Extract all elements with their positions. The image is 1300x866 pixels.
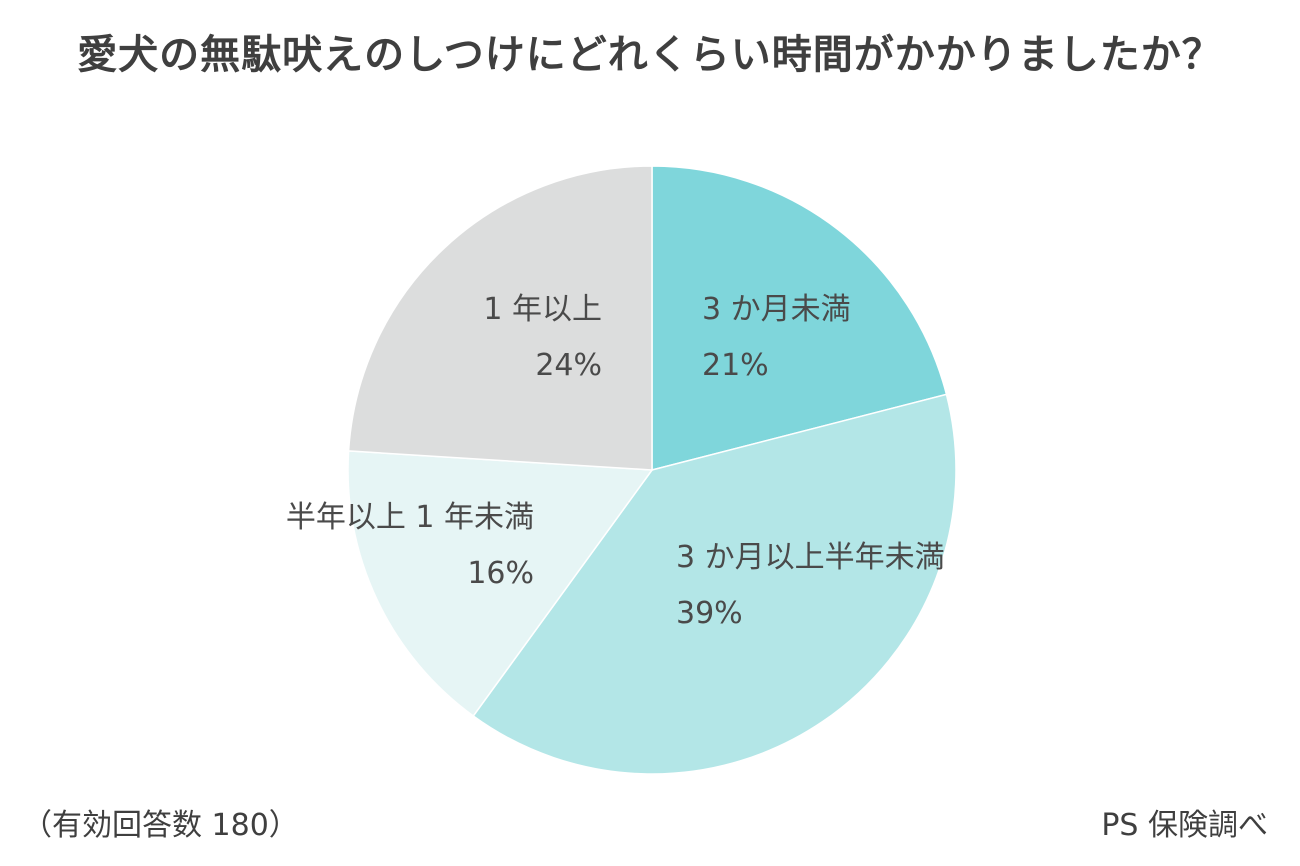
- slice-label-3kagetsu-hantoshi: 3 か月以上半年未満 39%: [676, 530, 945, 642]
- slice-name: 3 か月未満: [702, 292, 851, 327]
- slice-label-1nen-ijou: 1 年以上 24%: [483, 282, 602, 394]
- slice-percent: 16%: [467, 556, 534, 591]
- slice-name: 1 年以上: [483, 292, 602, 327]
- source-note: PS 保険調べ: [1101, 808, 1268, 843]
- pie-slice-3kagetsu-miman: [651, 165, 948, 471]
- slice-percent: 21%: [702, 348, 769, 383]
- slice-name: 半年以上 1 年未満: [285, 500, 534, 535]
- sample-size-note: （有効回答数 180）: [22, 808, 299, 843]
- slice-percent: 39%: [676, 596, 743, 631]
- pie-slice-hantoshi-1nen: [347, 450, 654, 717]
- slice-label-hantoshi-1nen: 半年以上 1 年未満 16%: [286, 490, 534, 602]
- slice-name: 3 か月以上半年未満: [676, 540, 945, 575]
- chart-title: 愛犬の無駄吠えのしつけにどれくらい時間がかかりましたか？: [77, 32, 1223, 78]
- slice-label-3kagetsu-miman: 3 か月未満 21%: [702, 282, 851, 394]
- pie-slice-1nen-ijou: [347, 165, 653, 471]
- pie-slice-3kagetsu-hantoshi: [472, 393, 957, 775]
- slice-percent: 24%: [535, 348, 602, 383]
